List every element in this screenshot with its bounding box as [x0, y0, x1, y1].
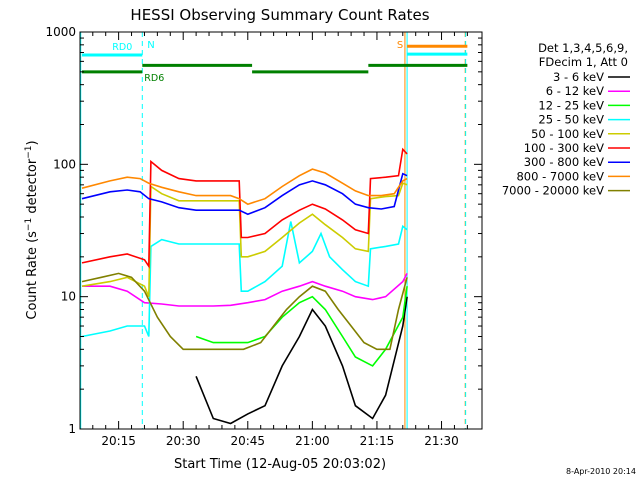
y-tick-label-100: 100 — [53, 157, 76, 171]
x-axis-ticks: 20:15 20:30 20:45 21:00 21:15 21:30 — [92, 32, 468, 448]
series-7000-20000-kev — [81, 272, 408, 351]
footer-date: 8-Apr-2010 20:14 — [566, 467, 636, 476]
series-100-300-kev — [81, 147, 408, 269]
y-axis-ticks: 1 10 100 1000 — [45, 25, 482, 436]
x-tick-label-21-30: 21:30 — [424, 434, 459, 448]
legend-label-100-300-kev: 100 - 300 keV — [524, 141, 604, 155]
legend-label-800-7000-kev: 800 - 7000 keV — [516, 169, 604, 183]
series-3-6-kev — [195, 296, 408, 425]
plot-area: N S RD0 RD6 — [80, 32, 468, 429]
series-12-25-kev — [195, 286, 408, 367]
x-tick-label-20-30: 20:30 — [166, 434, 201, 448]
series-50-100-kev — [81, 182, 408, 298]
legend-label-6-12-kev: 6 - 12 keV — [546, 84, 604, 98]
legend-label-25-50-kev: 25 - 50 keV — [538, 113, 604, 127]
legend-header-line2: FDecim 1, Att 0 — [539, 55, 628, 69]
legend-label-50-100-kev: 50 - 100 keV — [531, 127, 604, 141]
x-axis-label: Start Time (12-Aug-05 20:03:02) — [174, 457, 386, 472]
state-bar-label-rd0: RD0 — [112, 42, 132, 53]
y-axis-label: Count Rate (s−1 detector−1) — [24, 140, 40, 319]
legend-label-3-6-kev: 3 - 6 keV — [553, 70, 604, 84]
x-tick-label-21-00: 21:00 — [295, 434, 330, 448]
y-tick-label-1000: 1000 — [45, 25, 76, 39]
x-tick-label-20-45: 20:45 — [230, 434, 265, 448]
event-label-n: N — [147, 40, 154, 51]
legend-header-line1: Det 1,3,4,5,6,9, — [538, 41, 628, 55]
legend: Det 1,3,4,5,6,9, FDecim 1, Att 0 3 - 6 k… — [502, 41, 630, 198]
x-tick-label-20-15: 20:15 — [101, 434, 136, 448]
series-800-7000-kev — [81, 168, 408, 206]
legend-label-12-25-kev: 12 - 25 keV — [538, 98, 604, 112]
event-label-s: S — [397, 40, 403, 51]
x-tick-label-21-15: 21:15 — [360, 434, 395, 448]
plot-frame — [79, 31, 483, 430]
y-tick-label-1: 1 — [68, 422, 76, 436]
chart-title: HESSI Observing Summary Count Rates — [130, 6, 429, 24]
legend-label-300-800-kev: 300 - 800 keV — [524, 155, 604, 169]
series-25-50-kev — [81, 221, 408, 338]
state-bar-label-rd6: RD6 — [144, 73, 164, 84]
series-300-800-kev — [81, 172, 408, 216]
legend-label-7000-20000-kev: 7000 - 20000 keV — [502, 184, 604, 198]
y-tick-label-10: 10 — [61, 290, 76, 304]
